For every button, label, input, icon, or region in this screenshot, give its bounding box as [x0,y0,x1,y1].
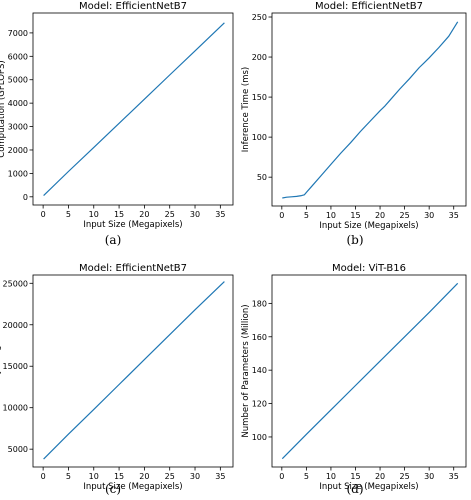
chart-title: Model: ViT-B16 [332,263,406,274]
x-axis-label: Input Size (Megapixels) [83,482,182,492]
y-tick-label: 0 [23,193,28,202]
y-tick-label: 50 [257,173,267,182]
x-tick-label: 25 [165,210,175,219]
y-tick-label: 160 [252,333,267,342]
x-tick-label: 35 [449,211,459,220]
x-axis-label: Input Size (Megapixels) [83,220,182,230]
x-tick-label: 20 [375,211,385,220]
chart-panel-3: Model: EfficientNetB7 0 5 10 15 20 25 30 35 5000 1… [0,263,234,496]
x-tick-label: 15 [114,210,124,219]
panel-caption: (b) [346,233,363,247]
y-tick-label: 140 [252,366,267,375]
y-tick-label: 200 [252,53,267,62]
chart-title: Model: EfficientNetB7 [79,1,187,12]
x-axis-label: Input Size (Megapixels) [319,221,418,231]
x-tick-label: 10 [89,210,99,219]
panel-caption: (a) [105,233,122,247]
y-tick-label: 5000 [8,76,28,85]
y-tick-label: 150 [252,93,267,102]
plot-frame [32,12,234,206]
x-tick-label: 10 [326,472,336,481]
x-tick-label: 35 [215,472,225,481]
plot-frame [32,274,234,468]
y-tick-label: 2000 [8,146,28,155]
y-tick-label: 100 [252,133,267,142]
x-tick-label: 10 [326,211,336,220]
x-tick-label: 30 [424,211,434,220]
plot-frame [271,12,467,207]
y-tick-label: 6000 [8,52,28,61]
x-tick-label: 0 [41,472,46,481]
x-tick-label: 10 [89,472,99,481]
panel-caption: (d) [346,482,363,496]
series-line-1 [43,281,225,460]
plot-frame [271,274,467,468]
chart-panel-2: Model: EfficientNetB7 0 5 10 15 20 25 30 35 50 100… [241,1,467,247]
y-tick-label: 1000 [8,169,28,178]
x-axis-label: Input Size (Megapixels) [319,482,418,492]
x-tick-label: 5 [304,472,309,481]
x-tick-label: 25 [400,472,410,481]
x-tick-label: 5 [66,210,71,219]
y-tick-label: 180 [252,299,267,308]
y-tick-label: 5000 [8,445,28,454]
series-line-1 [282,21,459,199]
x-tick-label: 0 [279,472,284,481]
y-tick-label: 100 [252,433,267,442]
x-tick-label: 0 [279,211,284,220]
x-tick-label: 20 [139,210,149,219]
series-line-1 [43,22,225,197]
x-tick-label: 15 [350,211,360,220]
x-tick-label: 5 [304,211,309,220]
panel-caption: (c) [105,482,121,496]
x-tick-label: 5 [66,472,71,481]
y-tick-label: 20000 [3,321,28,330]
y-tick-label: 10000 [3,404,28,413]
x-tick-label: 0 [41,210,46,219]
x-tick-label: 15 [114,472,124,481]
y-axis-label: Inference Time (ms) [241,67,251,153]
x-tick-label: 35 [449,472,459,481]
y-tick-label: 15000 [3,362,28,371]
y-tick-label: 25000 [3,279,28,288]
chart-panel-4: Model: ViT-B16 0 5 10 15 20 25 30 35 100 120 140 160… [241,263,467,496]
y-tick-label: 3000 [8,123,28,132]
y-axis-label: Computation (GFLOPS) [0,60,7,157]
y-tick-label: 4000 [8,99,28,108]
chart-title: Model: EfficientNetB7 [79,263,187,274]
chart-panel-1: Model: EfficientNetB7 0 5 10 15 20 25 30 35 0 1000… [0,1,234,247]
x-tick-label: 20 [375,472,385,481]
x-tick-label: 15 [350,472,360,481]
x-tick-label: 30 [190,472,200,481]
y-axis-label: Number of Parameters (Million) [241,304,251,437]
x-tick-label: 30 [190,210,200,219]
x-tick-label: 30 [424,472,434,481]
x-tick-label: 20 [139,472,149,481]
x-tick-label: 35 [215,210,225,219]
y-tick-label: 250 [252,13,267,22]
x-tick-label: 25 [400,211,410,220]
chart-title: Model: EfficientNetB7 [315,1,423,12]
x-tick-label: 25 [165,472,175,481]
y-tick-label: 120 [252,400,267,409]
y-tick-label: 7000 [8,29,28,38]
y-axis-label: GPU Memory Usage (MB) [0,318,2,425]
series-line-1 [281,282,459,460]
